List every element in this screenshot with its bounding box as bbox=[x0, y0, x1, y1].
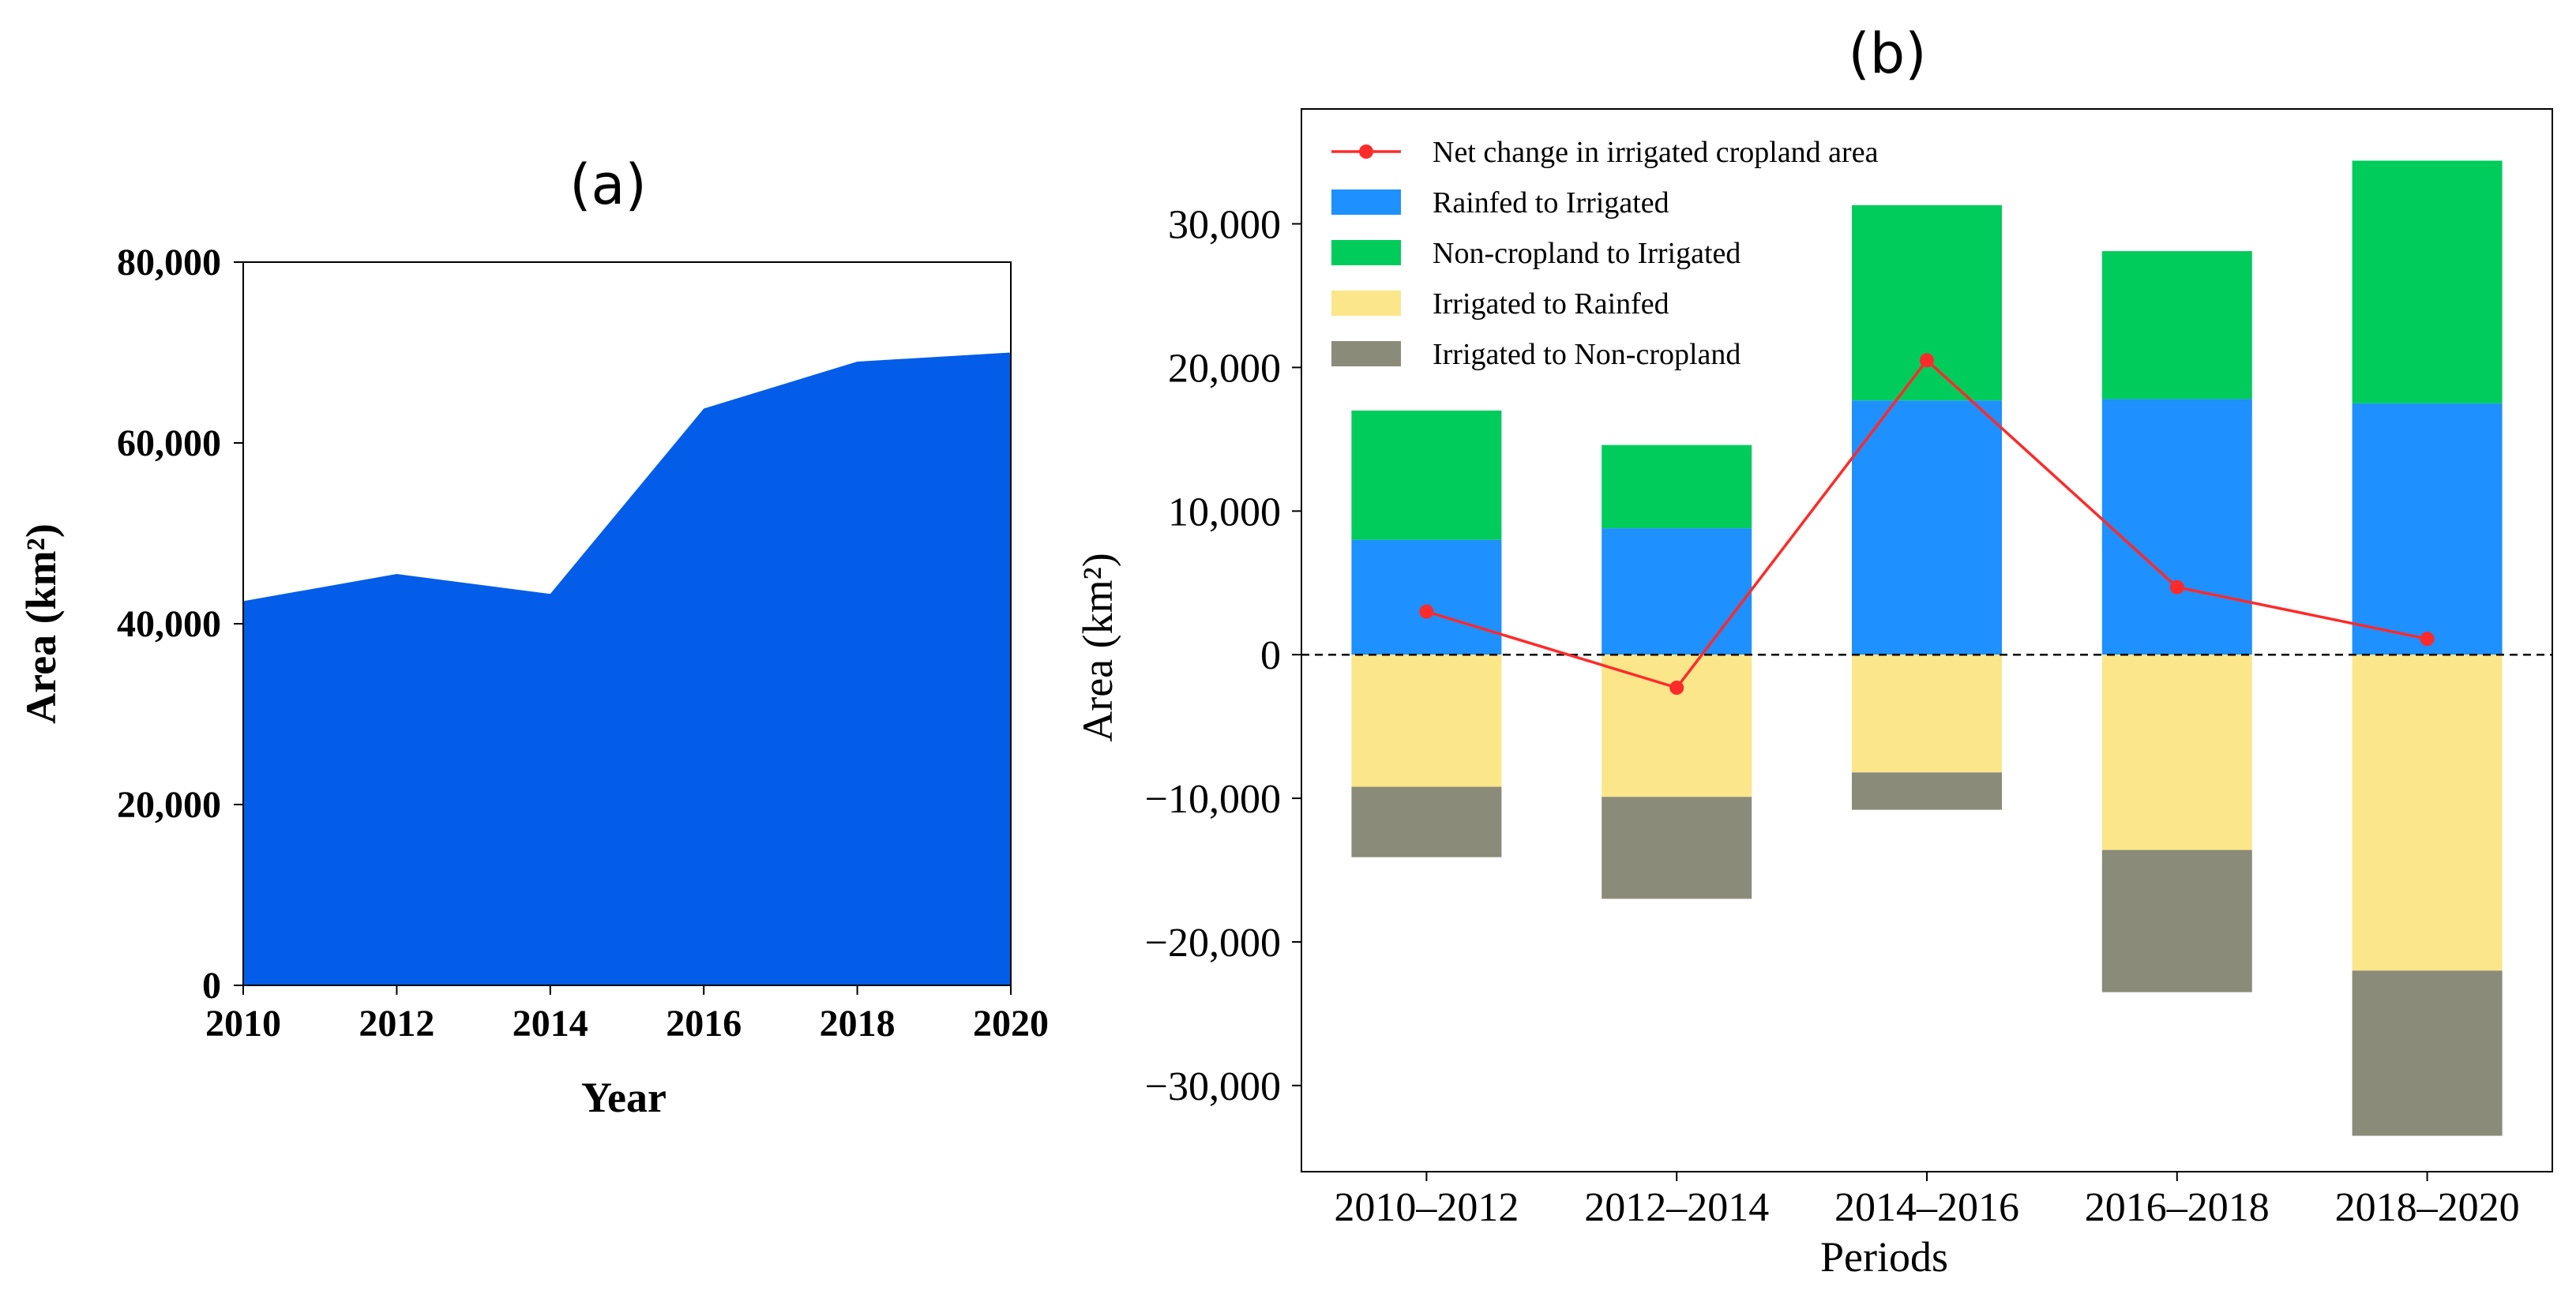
bar-segment bbox=[1852, 772, 2002, 810]
bar-segment bbox=[1852, 400, 2002, 655]
bar-segment bbox=[1351, 410, 1502, 540]
bar-segment bbox=[1852, 655, 2002, 773]
x-tick-label: 2010 bbox=[205, 1003, 281, 1045]
bar-segment bbox=[1351, 786, 1502, 857]
y-tick-label: −10,000 bbox=[1145, 777, 1281, 822]
panel-b-x-ticks: 2010–2012 2012–2014 2014–2016 2016–2018 2018… bbox=[1334, 1172, 2520, 1230]
area-series bbox=[243, 352, 1011, 985]
bar-segment bbox=[2101, 251, 2252, 400]
bar-segment bbox=[2352, 970, 2503, 1136]
legend-line-marker bbox=[1359, 144, 1373, 159]
bar-segment bbox=[2101, 655, 2252, 850]
bar-segment bbox=[2352, 160, 2503, 403]
x-tick-label: 2014 bbox=[513, 1003, 588, 1045]
bar-segment bbox=[2352, 655, 2503, 971]
legend-swatch bbox=[1331, 291, 1401, 316]
x-tick-label: 2018 bbox=[820, 1003, 896, 1045]
y-tick-label: 0 bbox=[202, 965, 221, 1007]
legend-label: Non-cropland to Irrigated bbox=[1433, 237, 1740, 270]
legend-swatch bbox=[1331, 189, 1401, 215]
bar-segment bbox=[1351, 539, 1502, 655]
panel-b-legend: Net change in irrigated cropland area Rai… bbox=[1331, 136, 1879, 371]
bar-segment bbox=[1602, 528, 1752, 655]
x-tick-label: 2014–2016 bbox=[1834, 1185, 2019, 1230]
x-tick-label: 2018–2020 bbox=[2335, 1185, 2520, 1230]
y-tick-label: −20,000 bbox=[1145, 921, 1281, 966]
panel-a-y-ticks: 0 20,000 40,000 60,000 80,000 bbox=[117, 242, 243, 1007]
bar-segment bbox=[1351, 655, 1502, 787]
y-tick-label: 0 bbox=[1260, 633, 1281, 678]
panel-b-stacked-bar-chart: (b) −30,000 −20,000 −10,000 0 10,000 20,000 30… bbox=[1074, 21, 2553, 1281]
x-tick-label: 2012 bbox=[359, 1003, 434, 1045]
net-change-point bbox=[1920, 353, 1934, 368]
x-tick-label: 2016–2018 bbox=[2085, 1185, 2270, 1230]
y-tick-label: 20,000 bbox=[1168, 346, 1281, 391]
x-tick-label: 2016 bbox=[666, 1003, 742, 1045]
legend-label: Net change in irrigated cropland area bbox=[1433, 136, 1879, 169]
bar-segment bbox=[2352, 403, 2503, 655]
panel-b-y-ticks: −30,000 −20,000 −10,000 0 10,000 20,000 30,000 bbox=[1145, 203, 1301, 1109]
panel-b-y-axis-label: Area (km²) bbox=[1074, 553, 1121, 742]
bar-segment bbox=[1602, 655, 1752, 797]
x-tick-label: 2020 bbox=[973, 1003, 1049, 1045]
net-change-point bbox=[1419, 604, 1434, 619]
net-change-point bbox=[1669, 681, 1684, 696]
legend-swatch bbox=[1331, 240, 1401, 265]
legend-label: Irrigated to Non-cropland bbox=[1433, 338, 1740, 371]
panel-a-x-axis-label: Year bbox=[581, 1074, 667, 1121]
y-tick-label: 10,000 bbox=[1168, 490, 1281, 535]
panel-a-y-axis-label: Area (km²) bbox=[17, 523, 65, 724]
bar-segment bbox=[1602, 797, 1752, 899]
y-tick-label: 80,000 bbox=[117, 242, 221, 283]
panel-a-x-ticks: 2010 2012 2014 2016 2018 2020 bbox=[205, 985, 1049, 1045]
y-tick-label: 30,000 bbox=[1168, 203, 1281, 248]
panel-a-plot bbox=[242, 261, 1012, 986]
panel-b-title: (b) bbox=[1848, 21, 1926, 86]
legend-label: Rainfed to Irrigated bbox=[1433, 186, 1669, 219]
bar-segment bbox=[1852, 204, 2002, 401]
x-tick-label: 2012–2014 bbox=[1584, 1185, 1769, 1230]
y-tick-label: 60,000 bbox=[117, 422, 221, 464]
panel-a-title: (a) bbox=[569, 152, 647, 217]
x-tick-label: 2010–2012 bbox=[1334, 1185, 1519, 1230]
panel-b-x-axis-label: Periods bbox=[1820, 1233, 1948, 1281]
y-tick-label: −30,000 bbox=[1145, 1064, 1281, 1109]
y-tick-label: 20,000 bbox=[117, 784, 221, 826]
net-change-point bbox=[2420, 632, 2435, 647]
bar-segment bbox=[2101, 399, 2252, 655]
legend-swatch bbox=[1331, 341, 1401, 366]
bar-segment bbox=[1602, 445, 1752, 529]
net-change-point bbox=[2169, 580, 2184, 595]
legend-label: Irrigated to Rainfed bbox=[1433, 287, 1669, 321]
y-tick-label: 40,000 bbox=[117, 603, 221, 645]
bar-segment bbox=[2101, 850, 2252, 992]
